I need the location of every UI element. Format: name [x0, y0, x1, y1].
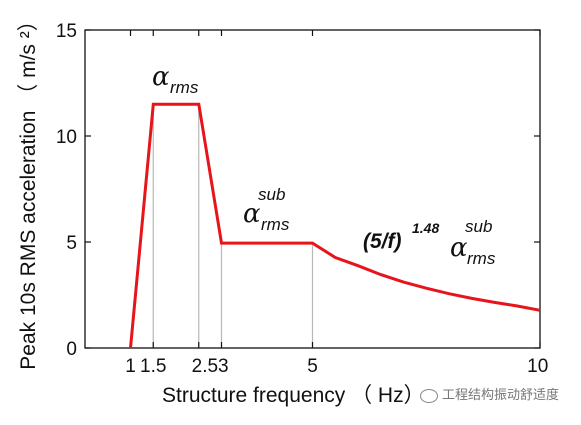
vertical-guides — [152, 104, 314, 348]
wechat-icon — [420, 388, 438, 403]
x-axis-label: Structure frequency （ Hz） — [162, 384, 425, 407]
rms-subscript: rms — [170, 78, 199, 97]
alpha-symbol: α — [152, 62, 170, 92]
rms-subscript: rms — [467, 249, 496, 268]
x-tick-label: 2.53 — [192, 356, 229, 377]
y-tick-label: 0 — [66, 339, 77, 360]
x-tick-label: 1.5 — [140, 356, 166, 377]
sub-superscript: sub — [258, 185, 285, 204]
sub-superscript: sub — [465, 217, 492, 236]
x-tick-label: 5 — [307, 356, 318, 377]
y-tick-label: 5 — [66, 233, 77, 254]
watermark: 工程结构振动舒适度 — [420, 384, 559, 403]
alpha-symbol: α — [450, 233, 468, 263]
formula-base: (5/f) — [363, 230, 402, 253]
rms-subscript: rms — [261, 215, 290, 234]
series-line — [129, 102, 541, 349]
alpha-symbol: α — [243, 199, 261, 229]
axis-ticks: 0 5 10 15 1 1.5 2.53 5 10 — [56, 21, 548, 377]
watermark-text: 工程结构振动舒适度 — [442, 388, 560, 403]
y-tick-label: 15 — [56, 21, 77, 42]
x-tick-label: 1 — [125, 356, 136, 377]
annotation-alpha-rms: α rms — [152, 62, 199, 97]
y-axis-label: Peak 10s RMS acceleration （ m/s ²） — [17, 10, 40, 369]
x-tick-label: 10 — [527, 356, 548, 377]
annotation-decay-formula: (5/f) 1.48 sub α rms — [363, 217, 496, 268]
annotation-alpha-rms-sub: sub α rms — [243, 185, 290, 234]
y-tick-label: 10 — [56, 127, 77, 148]
formula-exponent: 1.48 — [412, 220, 439, 236]
